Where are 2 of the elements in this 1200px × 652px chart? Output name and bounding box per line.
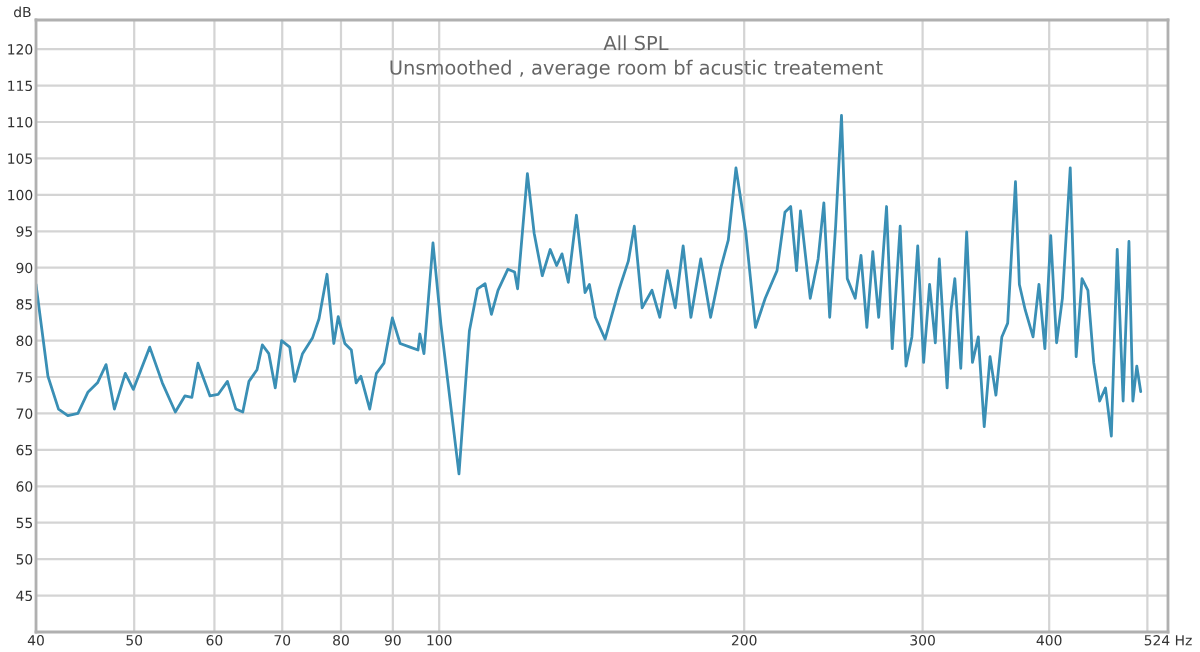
text: All SPL: [603, 35, 669, 51]
text: Unsmoothed , average room bf acustic treatement: [390, 59, 883, 79]
